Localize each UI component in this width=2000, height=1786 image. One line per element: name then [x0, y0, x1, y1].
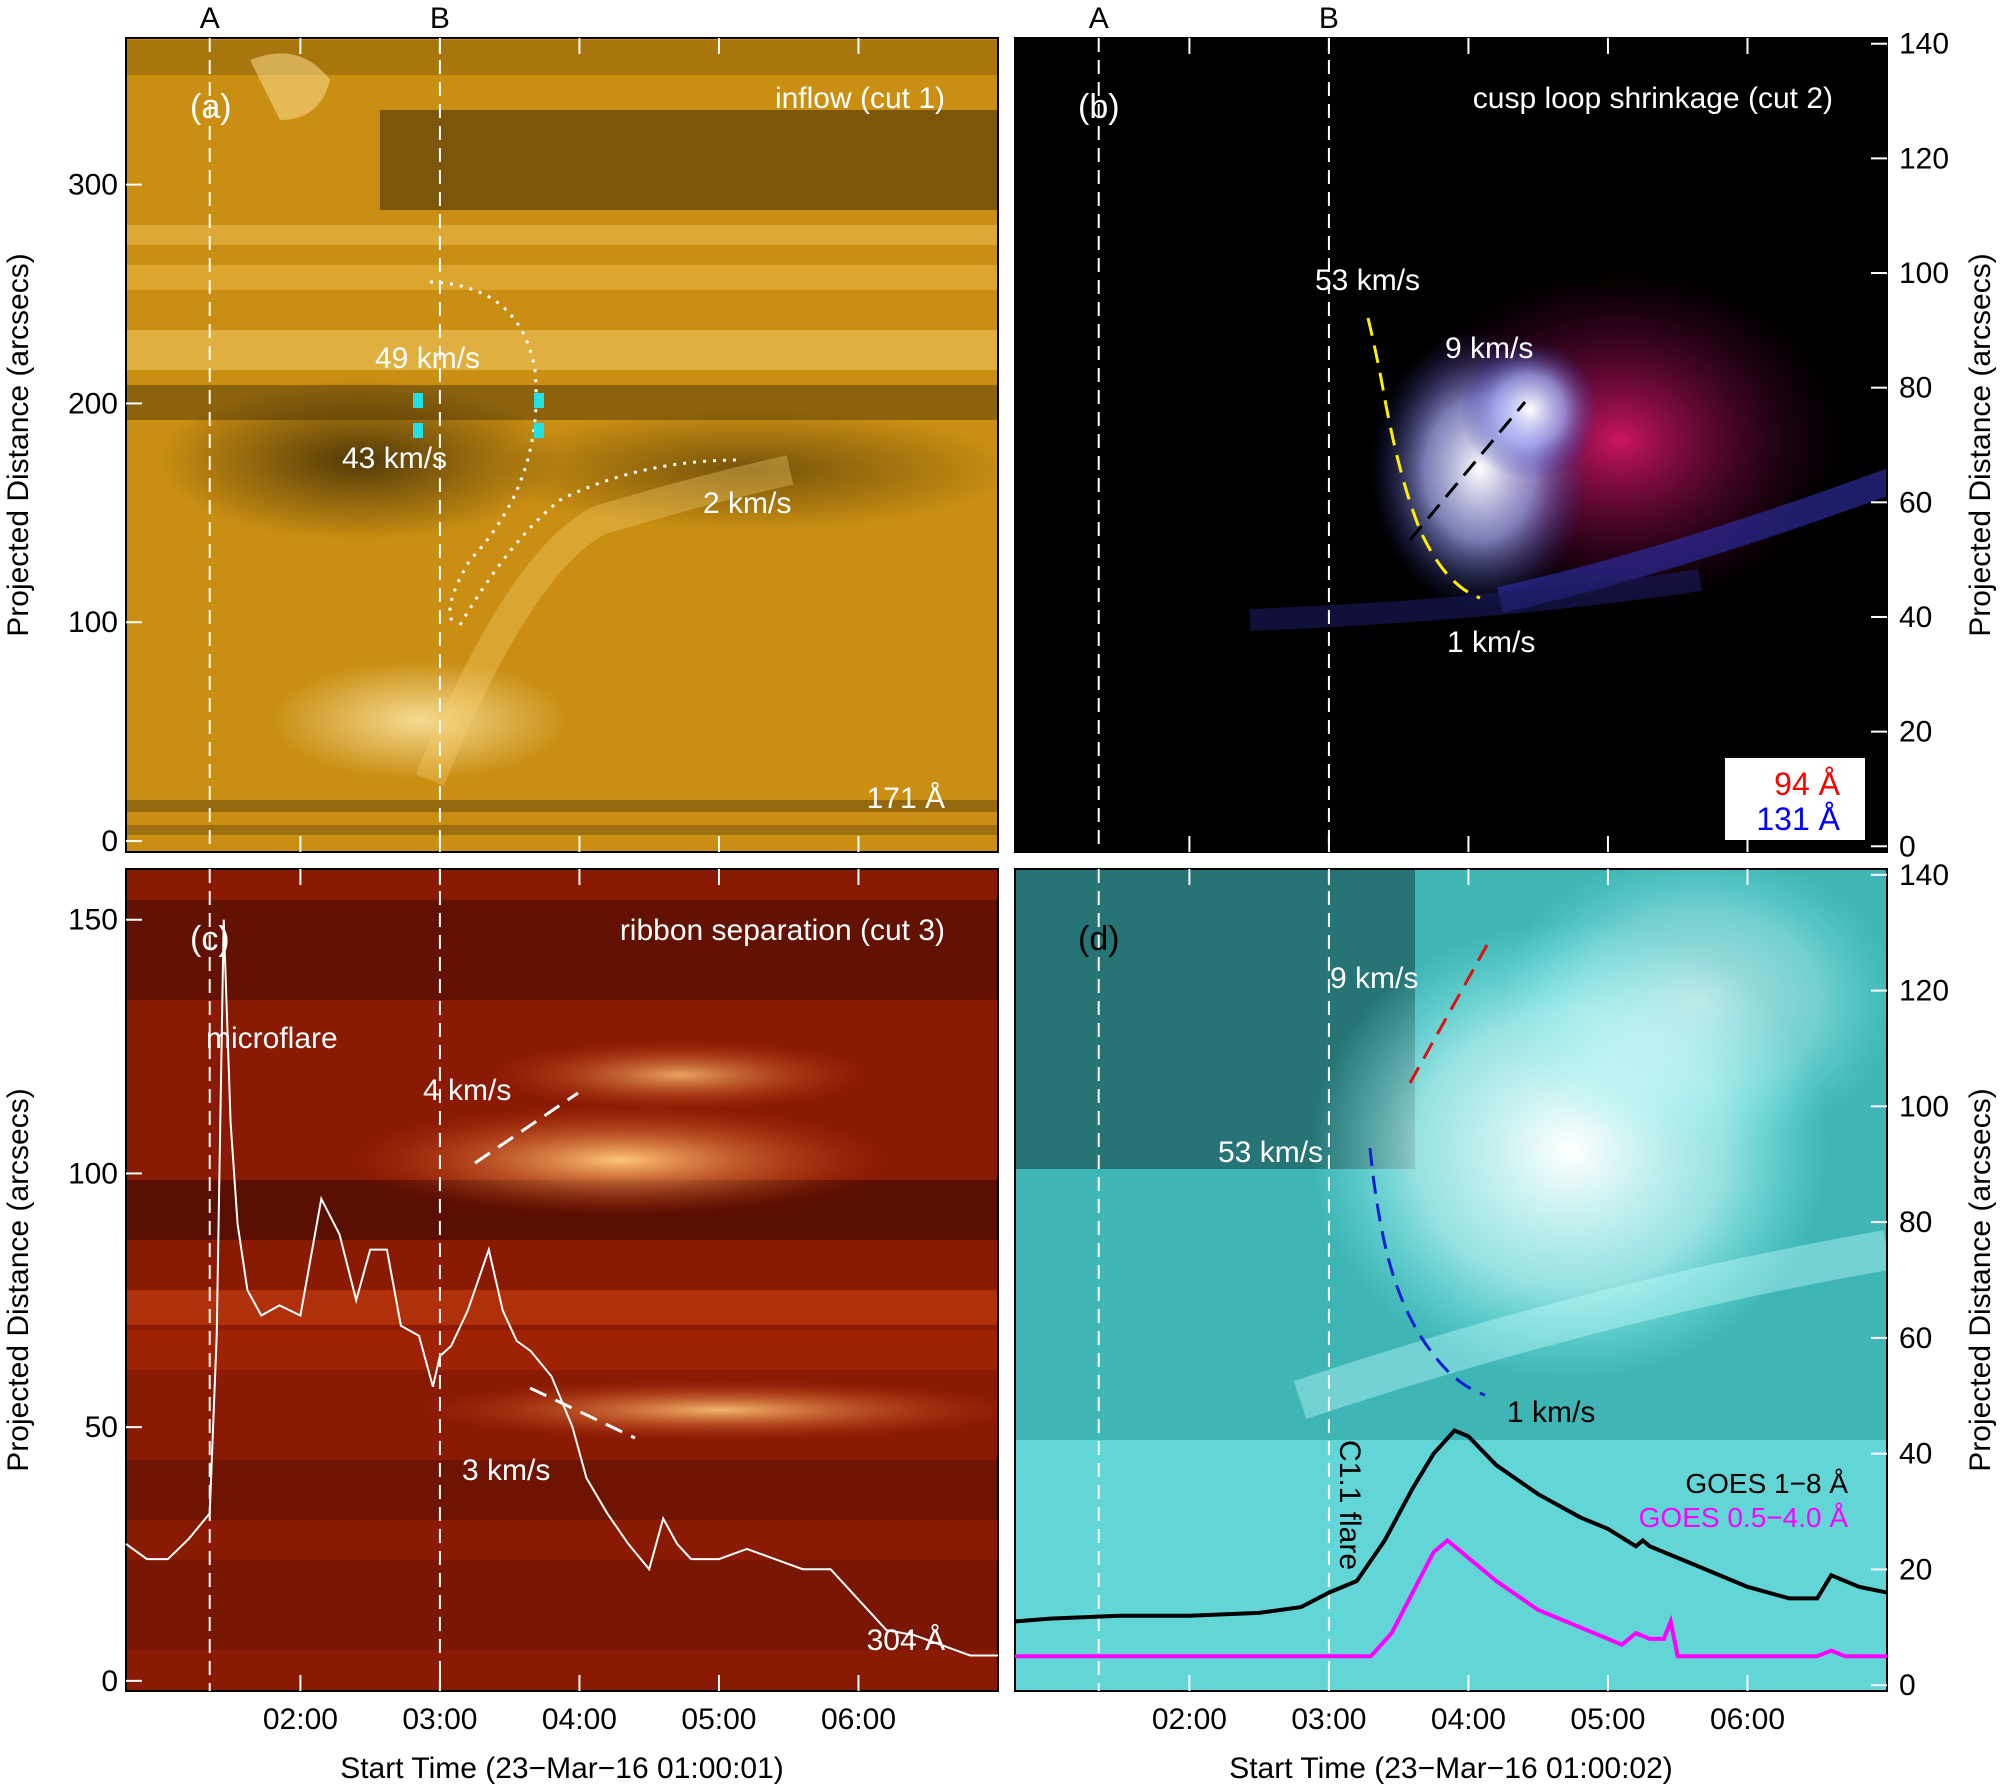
speed-label: 49 km/s: [375, 342, 480, 375]
y-tick-label: 100: [1899, 257, 1949, 290]
x-tick-label: 06:00: [1710, 1703, 1785, 1736]
x-tick-label: 04:00: [542, 1703, 617, 1736]
y-axis-title-c: Projected Distance (arcsecs): [2, 1088, 35, 1471]
legend-entry-goes-short: GOES 0.5−4.0 Å: [1639, 1502, 1849, 1533]
y-tick-label: 150: [68, 904, 118, 937]
y-tick-label: 20: [1899, 716, 1932, 749]
y-axis-title-d: Projected Distance (arcsecs): [1964, 1088, 1997, 1471]
x-tick-label: 06:00: [821, 1703, 896, 1736]
panel-frame: [125, 868, 999, 1692]
panel-label-a: (a): [190, 88, 232, 126]
panel-a-image: [126, 38, 998, 852]
panel-b-image: [1015, 38, 1887, 852]
speed-label: 2 km/s: [703, 487, 791, 520]
event-marker-label: A: [1089, 2, 1109, 35]
wavelength-label: 304 Å: [867, 1624, 945, 1657]
blue-fit-curve: [1368, 1147, 1486, 1397]
y-tick-label: 100: [1899, 1090, 1949, 1123]
x-axis-title-c: Start Time (23−Mar−16 01:00:01): [340, 1752, 784, 1785]
flare-label: C1.1 flare: [1333, 1440, 1366, 1570]
y-tick-label: 120: [1899, 142, 1949, 175]
fit-line-3kms: [529, 1386, 636, 1440]
speed-label: 9 km/s: [1445, 332, 1533, 365]
panel-d-image: [1015, 869, 1887, 1691]
event-marker-label: B: [1319, 2, 1339, 35]
speed-label: 53 km/s: [1315, 264, 1420, 297]
speed-label: 43 km/s: [342, 442, 447, 475]
y-tick-label: 20: [1899, 1553, 1932, 1586]
y-tick-label: 140: [1899, 859, 1949, 892]
y-tick-label: 0: [1899, 830, 1916, 863]
yellow-fit-curve: [1366, 317, 1481, 600]
panel-title-c: ribbon separation (cut 3): [620, 914, 945, 947]
fit-line-4kms: [474, 1091, 579, 1165]
legend-box: [1725, 758, 1865, 840]
panel-c-overlays: (c) ribbon separation (cut 3) microflare…: [125, 914, 998, 1657]
x-axis-title-d: Start Time (23−Mar−16 01:00:02): [1229, 1752, 1673, 1785]
speed-label: 9 km/s: [1330, 962, 1418, 995]
panel-frame: [1014, 868, 1888, 1692]
panel-frame: [1014, 37, 1888, 853]
y-tick-label: 0: [1899, 1669, 1916, 1702]
panel-title-a: inflow (cut 1): [775, 82, 945, 115]
panel-label-c: (c): [190, 920, 230, 958]
panel-frame: [125, 37, 999, 853]
speed-label: 3 km/s: [462, 1454, 550, 1487]
speed-label: 53 km/s: [1218, 1136, 1323, 1169]
panel-label-b: (b): [1078, 88, 1120, 126]
y-tick-label: 0: [101, 825, 118, 858]
legend-entry-131: 131 Å: [1756, 801, 1840, 837]
y-axis-title-a: Projected Distance (arcsecs): [2, 253, 35, 636]
y-tick-label: 140: [1899, 28, 1949, 61]
cyan-marker: [534, 423, 544, 438]
y-tick-label: 100: [68, 606, 118, 639]
panel-c-image: [126, 869, 998, 1691]
legend-entry-94: 94 Å: [1774, 766, 1840, 802]
goes-05-4-curve: [1015, 1537, 1887, 1659]
goes-1-8-curve: [1014, 1428, 1888, 1624]
microflare-label: microflare: [206, 1022, 338, 1055]
y-tick-label: 120: [1899, 975, 1949, 1008]
y-axis-title-b: Projected Distance (arcsecs): [1964, 253, 1997, 636]
y-tick-label: 60: [1899, 486, 1932, 519]
legend-entry-goes-long: GOES 1−8 Å: [1685, 1468, 1848, 1499]
y-tick-label: 100: [68, 1157, 118, 1190]
outflow-dotted-curve: [458, 458, 741, 626]
x-tick-label: 05:00: [681, 1703, 756, 1736]
x-tick-label: 02:00: [1152, 1703, 1227, 1736]
x-tick-label: 04:00: [1431, 1703, 1506, 1736]
x-tick-label: 03:00: [402, 1703, 477, 1736]
panel-d-overlays: (d) 9 km/s 53 km/s 1 km/s C1.1 flare GOE…: [1014, 920, 1888, 1659]
wavelength-label: 171 Å: [867, 782, 945, 815]
y-tick-label: 80: [1899, 1206, 1932, 1239]
panel-label-d: (d): [1078, 920, 1120, 958]
y-tick-label: 0: [101, 1665, 118, 1698]
microflare-lightcurve: [125, 919, 998, 1657]
cyan-marker: [413, 423, 423, 438]
panel-b-overlays: (b) cusp loop shrinkage (cut 2) 53 km/s …: [1078, 82, 1865, 840]
cyan-marker: [534, 393, 544, 408]
panel-a-overlays: (a) inflow (cut 1) 49 km/s 43 km/s 2 km/…: [190, 82, 945, 815]
y-tick-label: 40: [1899, 1438, 1932, 1471]
cyan-marker: [413, 393, 423, 408]
speed-label: 4 km/s: [423, 1074, 511, 1107]
y-tick-label: 50: [85, 1411, 118, 1444]
y-tick-label: 80: [1899, 372, 1932, 405]
y-tick-label: 60: [1899, 1322, 1932, 1355]
y-tick-label: 200: [68, 387, 118, 420]
panel-title-b: cusp loop shrinkage (cut 2): [1473, 82, 1833, 115]
black-fit-line: [1408, 401, 1527, 541]
speed-label: 1 km/s: [1447, 626, 1535, 659]
speed-label: 1 km/s: [1507, 1396, 1595, 1429]
inflow-dotted-curve: [429, 280, 538, 627]
x-tick-label: 03:00: [1291, 1703, 1366, 1736]
event-marker-label: A: [200, 2, 220, 35]
x-tick-label: 05:00: [1570, 1703, 1645, 1736]
event-marker-label: B: [430, 2, 450, 35]
y-tick-label: 300: [68, 169, 118, 202]
x-tick-label: 02:00: [263, 1703, 338, 1736]
y-tick-label: 40: [1899, 601, 1932, 634]
